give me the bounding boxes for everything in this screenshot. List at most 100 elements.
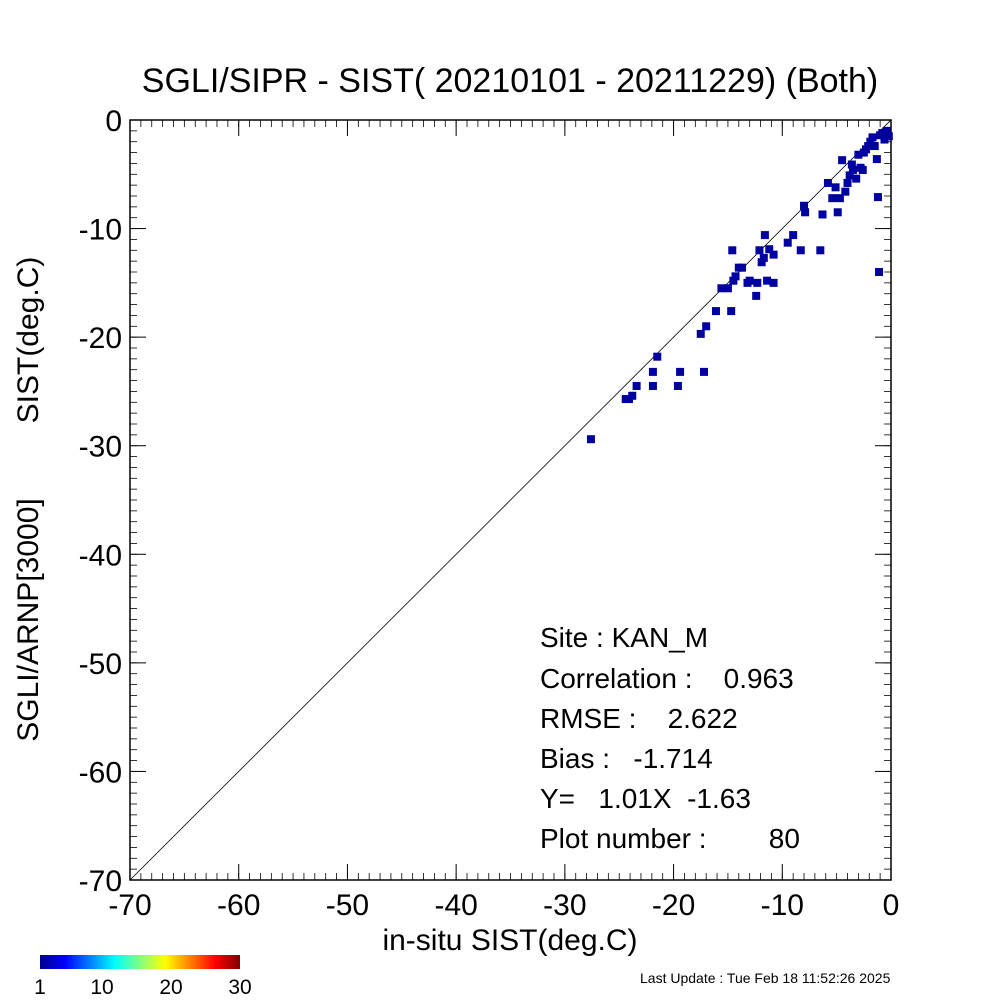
stat-regression: Y= 1.01X -1.63 <box>540 783 751 814</box>
data-point <box>711 307 720 316</box>
stat-plot-number: Plot number : 80 <box>540 823 800 854</box>
data-point <box>760 231 769 240</box>
data-point <box>648 382 657 390</box>
data-point <box>727 307 736 316</box>
data-point <box>841 187 850 196</box>
one-to-one-line <box>129 119 892 881</box>
data-point <box>757 258 766 267</box>
data-point <box>843 178 852 187</box>
y-tick-label: 0 <box>105 105 122 138</box>
data-point <box>783 238 792 247</box>
data-point <box>753 278 762 287</box>
minor-ticks <box>129 119 892 881</box>
y-axis-label-line-1: SGLI/ARNP[3000] <box>12 498 45 741</box>
y-axis-label-line-2: SIST(deg.C) <box>12 257 45 424</box>
x-tick-label: -70 <box>108 889 151 922</box>
x-tick-label: -40 <box>434 889 477 922</box>
y-tick-labels: 0 -10 -20 -30 -40 -50 -60 -70 <box>79 105 122 898</box>
data-point <box>873 193 882 202</box>
last-update-text: Last Update : Tue Feb 18 11:52:26 2025 <box>640 970 891 986</box>
y-tick-label: -40 <box>79 539 122 572</box>
stat-bias: Bias : -1.714 <box>540 743 713 774</box>
data-point <box>801 208 810 217</box>
stat-rmse: RMSE : 2.622 <box>540 703 738 734</box>
colorbar-tick-label: 10 <box>90 976 113 999</box>
data-point <box>765 245 774 254</box>
data-point <box>866 137 875 146</box>
data-point <box>833 208 842 217</box>
data-point <box>854 150 863 159</box>
chart-title: SGLI/SIPR - SIST( 20210101 - 20211229) (… <box>142 62 878 100</box>
x-tick-label: -30 <box>543 889 586 922</box>
y-tick-label: -60 <box>79 756 122 789</box>
data-point <box>823 178 832 187</box>
data-point <box>789 231 798 240</box>
x-tick-label: -60 <box>217 889 260 922</box>
data-point <box>835 194 844 203</box>
data-point <box>864 142 873 151</box>
colorbar-tick-label: 30 <box>228 976 251 999</box>
colorbar-tick-label: 20 <box>159 976 182 999</box>
colorbar <box>40 955 240 969</box>
data-point <box>858 165 867 174</box>
data-point <box>653 352 662 361</box>
y-tick-label: -30 <box>79 431 122 464</box>
data-point <box>586 435 595 444</box>
colorbar-tick-label: 1 <box>34 976 46 999</box>
data-point <box>875 268 884 276</box>
data-point <box>852 174 861 183</box>
data-point <box>845 171 854 180</box>
data-points <box>586 126 893 444</box>
x-tick-labels: -70 -60 -50 -40 -30 -20 -10 0 <box>108 889 899 922</box>
x-tick-label: -20 <box>652 889 695 922</box>
y-tick-label: -20 <box>79 322 122 355</box>
y-tick-label: -50 <box>79 648 122 681</box>
data-point <box>847 160 856 169</box>
data-point <box>755 246 764 255</box>
data-point <box>878 129 887 138</box>
stat-correlation: Correlation : 0.963 <box>540 663 794 694</box>
data-point <box>769 250 778 259</box>
x-tick-label: -10 <box>761 889 804 922</box>
data-point <box>673 382 682 390</box>
data-point <box>743 278 752 287</box>
x-tick-label: -50 <box>326 889 369 922</box>
x-axis-label: in-situ SIST(deg.C) <box>382 924 637 957</box>
y-tick-label: -70 <box>79 865 122 898</box>
data-point <box>800 201 809 210</box>
major-ticks <box>129 119 892 881</box>
data-point <box>872 155 881 164</box>
data-point <box>818 210 827 219</box>
stat-site: Site : KAN_M <box>540 622 708 653</box>
data-point <box>700 367 709 376</box>
data-point <box>859 148 868 157</box>
y-tick-label: -10 <box>79 214 122 247</box>
data-point <box>717 284 726 293</box>
data-point <box>796 246 805 255</box>
x-tick-label: 0 <box>883 889 900 922</box>
data-point <box>831 183 840 192</box>
data-point <box>868 133 877 142</box>
data-point <box>648 367 657 376</box>
data-point <box>763 276 772 285</box>
data-point <box>769 278 778 287</box>
data-point <box>632 382 641 390</box>
data-point <box>838 156 847 165</box>
data-point <box>882 126 891 135</box>
data-point <box>628 391 637 400</box>
data-point <box>738 263 747 272</box>
data-point <box>880 135 889 144</box>
data-point <box>752 291 761 300</box>
data-point <box>702 322 711 331</box>
data-point <box>731 272 740 281</box>
data-point <box>723 284 732 293</box>
data-point <box>828 194 837 203</box>
data-point <box>759 253 768 262</box>
data-point <box>816 246 825 255</box>
data-point <box>728 246 737 255</box>
stats-box: Site : KAN_M Correlation : 0.963 RMSE : … <box>540 622 800 854</box>
data-point <box>729 276 738 285</box>
data-point <box>676 367 685 376</box>
data-point <box>848 165 857 174</box>
